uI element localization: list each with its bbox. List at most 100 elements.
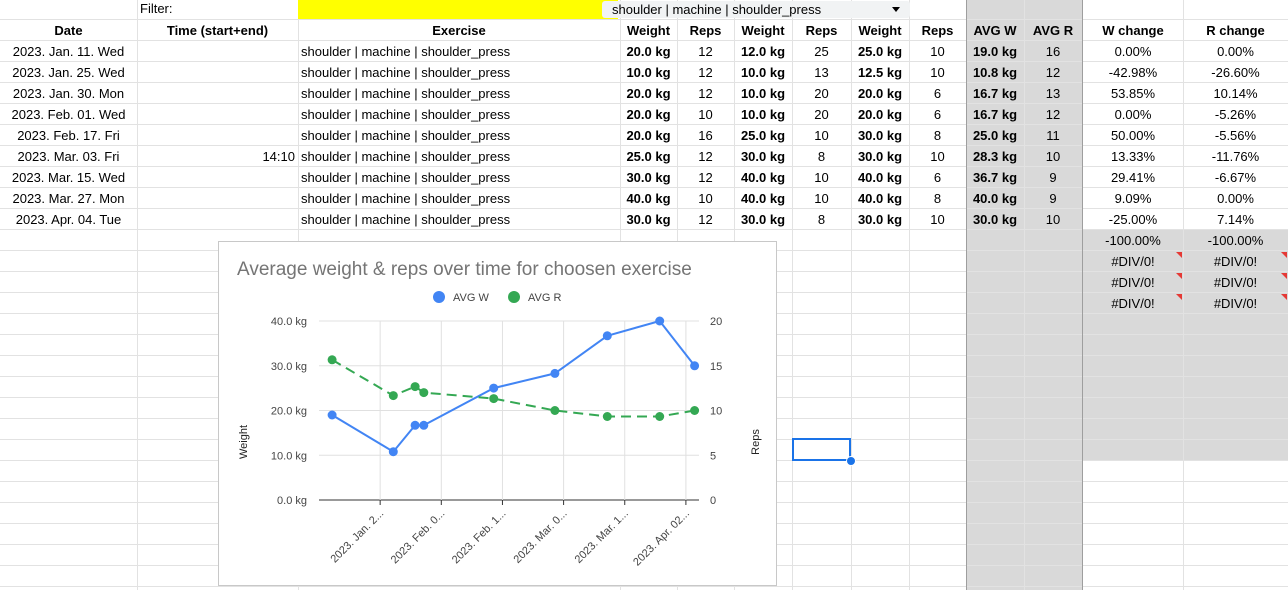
cell-w-change[interactable]: 13.33% [1083, 146, 1183, 167]
cell-time[interactable]: 14:10 [137, 146, 298, 167]
cell-r-change-extra[interactable]: #DIV/0! [1183, 272, 1288, 293]
header-exercise[interactable]: Exercise [298, 20, 620, 41]
cell-reps-3[interactable]: 10 [909, 146, 966, 167]
cell-weight-3[interactable]: 40.0 kg [851, 167, 909, 188]
cell-weight-1[interactable]: 20.0 kg [620, 41, 677, 62]
cell-exercise[interactable]: shoulder | machine | shoulder_press [298, 146, 620, 167]
cell-date[interactable]: 2023. Jan. 30. Mon [0, 83, 137, 104]
cell-r-change[interactable]: -5.26% [1183, 104, 1288, 125]
cell-reps-3[interactable]: 10 [909, 62, 966, 83]
fill-handle[interactable] [846, 456, 856, 466]
cell-time[interactable] [137, 83, 298, 104]
header-reps-2[interactable]: Reps [792, 20, 851, 41]
cell-w-change[interactable]: 50.00% [1083, 125, 1183, 146]
cell-avg-r[interactable]: 12 [1024, 62, 1082, 83]
cell-r-change[interactable]: -6.67% [1183, 167, 1288, 188]
cell-weight-1[interactable]: 30.0 kg [620, 209, 677, 230]
cell-reps-3[interactable]: 6 [909, 104, 966, 125]
cell-weight-2[interactable]: 12.0 kg [734, 41, 792, 62]
cell-avg-w[interactable]: 25.0 kg [966, 125, 1024, 146]
header-weight-2[interactable]: Weight [734, 20, 792, 41]
chart[interactable]: Average weight & reps over time for choo… [218, 241, 777, 586]
cell-w-change[interactable]: 0.00% [1083, 104, 1183, 125]
cell-avg-r[interactable]: 11 [1024, 125, 1082, 146]
cell-reps-1[interactable]: 12 [677, 209, 734, 230]
filter-dropdown-pill[interactable]: shoulder | machine | shoulder_press [602, 1, 910, 18]
cell-weight-2[interactable]: 30.0 kg [734, 209, 792, 230]
cell-avg-r[interactable]: 10 [1024, 146, 1082, 167]
cell-reps-3[interactable]: 10 [909, 209, 966, 230]
cell-weight-1[interactable]: 20.0 kg [620, 83, 677, 104]
header-avg-w[interactable]: AVG W [966, 20, 1024, 41]
cell-reps-1[interactable]: 12 [677, 167, 734, 188]
cell-weight-2[interactable]: 40.0 kg [734, 167, 792, 188]
cell-weight-3[interactable]: 25.0 kg [851, 41, 909, 62]
cell-avg-w[interactable]: 16.7 kg [966, 104, 1024, 125]
cell-w-change[interactable]: 29.41% [1083, 167, 1183, 188]
cell-weight-2[interactable]: 10.0 kg [734, 104, 792, 125]
header-r-change[interactable]: R change [1183, 20, 1288, 41]
cell-weight-3[interactable]: 30.0 kg [851, 146, 909, 167]
cell-date[interactable]: 2023. Mar. 03. Fri [0, 146, 137, 167]
cell-r-change-extra[interactable]: #DIV/0! [1183, 251, 1288, 272]
cell-r-change[interactable]: -26.60% [1183, 62, 1288, 83]
cell-reps-1[interactable]: 16 [677, 125, 734, 146]
cell-avg-w[interactable]: 19.0 kg [966, 41, 1024, 62]
cell-weight-3[interactable]: 30.0 kg [851, 209, 909, 230]
cell-avg-r[interactable]: 12 [1024, 104, 1082, 125]
cell-date[interactable]: 2023. Jan. 11. Wed [0, 41, 137, 62]
cell-avg-r[interactable]: 9 [1024, 167, 1082, 188]
header-weight-3[interactable]: Weight [851, 20, 909, 41]
cell-reps-2[interactable]: 13 [792, 62, 851, 83]
cell-date[interactable]: 2023. Feb. 01. Wed [0, 104, 137, 125]
cell-exercise[interactable]: shoulder | machine | shoulder_press [298, 104, 620, 125]
cell-r-change[interactable]: -5.56% [1183, 125, 1288, 146]
filter-dropdown[interactable]: shoulder | machine | shoulder_press [298, 0, 910, 19]
dropdown-arrow-icon[interactable] [892, 7, 900, 12]
cell-weight-1[interactable]: 20.0 kg [620, 125, 677, 146]
cell-weight-2[interactable]: 10.0 kg [734, 83, 792, 104]
cell-weight-3[interactable]: 20.0 kg [851, 83, 909, 104]
header-time[interactable]: Time (start+end) [137, 20, 298, 41]
cell-time[interactable] [137, 41, 298, 62]
cell-avg-w[interactable]: 36.7 kg [966, 167, 1024, 188]
cell-weight-3[interactable]: 40.0 kg [851, 188, 909, 209]
cell-r-change[interactable]: -11.76% [1183, 146, 1288, 167]
cell-reps-2[interactable]: 20 [792, 104, 851, 125]
cell-avg-r[interactable]: 10 [1024, 209, 1082, 230]
header-weight-1[interactable]: Weight [620, 20, 677, 41]
cell-weight-2[interactable]: 10.0 kg [734, 62, 792, 83]
cell-date[interactable]: 2023. Feb. 17. Fri [0, 125, 137, 146]
cell-reps-3[interactable]: 8 [909, 188, 966, 209]
cell-w-change[interactable]: 0.00% [1083, 41, 1183, 62]
cell-w-change-extra[interactable]: -100.00% [1083, 230, 1183, 251]
cell-r-change[interactable]: 7.14% [1183, 209, 1288, 230]
cell-exercise[interactable]: shoulder | machine | shoulder_press [298, 167, 620, 188]
cell-exercise[interactable]: shoulder | machine | shoulder_press [298, 125, 620, 146]
cell-weight-3[interactable]: 12.5 kg [851, 62, 909, 83]
cell-r-change-extra[interactable]: #DIV/0! [1183, 293, 1288, 314]
cell-weight-1[interactable]: 40.0 kg [620, 188, 677, 209]
cell-avg-w[interactable]: 30.0 kg [966, 209, 1024, 230]
cell-weight-1[interactable]: 10.0 kg [620, 62, 677, 83]
header-date[interactable]: Date [0, 20, 137, 41]
cell-r-change-extra[interactable]: -100.00% [1183, 230, 1288, 251]
cell-reps-2[interactable]: 10 [792, 167, 851, 188]
cell-avg-r[interactable]: 13 [1024, 83, 1082, 104]
cell-w-change-extra[interactable]: #DIV/0! [1083, 272, 1183, 293]
cell-w-change[interactable]: 9.09% [1083, 188, 1183, 209]
cell-reps-1[interactable]: 12 [677, 146, 734, 167]
cell-w-change[interactable]: 53.85% [1083, 83, 1183, 104]
cell-reps-2[interactable]: 10 [792, 188, 851, 209]
cell-time[interactable] [137, 167, 298, 188]
selected-cell[interactable] [792, 438, 851, 461]
cell-exercise[interactable]: shoulder | machine | shoulder_press [298, 209, 620, 230]
cell-avg-r[interactable]: 9 [1024, 188, 1082, 209]
cell-time[interactable] [137, 125, 298, 146]
cell-weight-1[interactable]: 30.0 kg [620, 167, 677, 188]
cell-weight-2[interactable]: 30.0 kg [734, 146, 792, 167]
cell-time[interactable] [137, 209, 298, 230]
cell-weight-3[interactable]: 30.0 kg [851, 125, 909, 146]
cell-time[interactable] [137, 62, 298, 83]
cell-w-change[interactable]: -25.00% [1083, 209, 1183, 230]
